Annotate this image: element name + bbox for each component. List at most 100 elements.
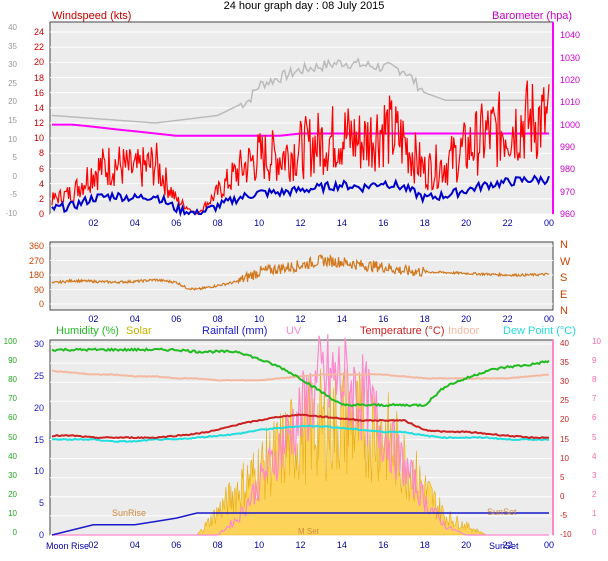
temp-x-tick: 04 <box>129 540 140 550</box>
humidity-tick: 40 <box>8 451 17 461</box>
compass-tick: N <box>560 305 568 317</box>
humidity-tick: 10 <box>8 508 17 518</box>
legend-2: Rainfall (mm) <box>202 325 268 337</box>
temperature-line <box>52 413 550 440</box>
compass-tick: W <box>560 255 571 268</box>
humidity-tick: 50 <box>8 432 17 442</box>
direction-x-tick: 18 <box>419 314 430 324</box>
temperature-history-tick: 40 <box>8 23 17 32</box>
temperature-history-tick: 25 <box>8 78 17 88</box>
windspeed-tick: 22 <box>33 42 44 53</box>
uv-tick: 7 <box>592 394 597 404</box>
temperature-tick: 0 <box>560 491 565 501</box>
temp-x-tick: 16 <box>378 540 389 550</box>
temp-x-tick: 02 <box>88 540 99 550</box>
legend-0: Humidity (%) <box>56 325 119 337</box>
barometer-tick: 1010 <box>560 97 581 108</box>
legend-1: Solar <box>126 325 152 337</box>
rainfall-tick: 0 <box>38 530 44 540</box>
wind-x-tick: 04 <box>129 218 140 228</box>
barometer-tick: 960 <box>560 209 576 219</box>
rainfall-tick: 15 <box>33 434 44 445</box>
windspeed-tick: 6 <box>38 163 44 174</box>
wind-x-tick: 02 <box>88 218 99 228</box>
wind-x-tick: 08 <box>212 218 223 228</box>
legend-3: UV <box>286 325 302 337</box>
rainfall-tick: 5 <box>38 498 44 509</box>
temperature-tick: 20 <box>560 415 569 425</box>
direction-x-tick: 20 <box>461 314 472 324</box>
barometer-tick: 1040 <box>560 30 581 41</box>
humidity-tick: 60 <box>8 413 17 423</box>
barometer-tick: 980 <box>560 164 576 175</box>
temperature-tick: 10 <box>560 453 569 463</box>
temperature-history-tick: 10 <box>8 134 17 144</box>
direction-x-tick: 10 <box>254 314 265 324</box>
temperature-history-tick: 5 <box>12 153 17 163</box>
direction-tick: 360 <box>28 241 44 251</box>
legend-5: Indoor <box>448 325 480 337</box>
uv-tick: 0 <box>592 528 597 537</box>
legend-6: Dew Point (°C) <box>503 325 576 337</box>
windspeed-tick: 8 <box>38 148 44 159</box>
temperature-tick: 15 <box>560 434 569 444</box>
temp-x-tick: 08 <box>212 540 223 550</box>
direction-x-tick: 14 <box>336 314 347 324</box>
temperature-tick: 25 <box>560 396 569 406</box>
windspeed-tick: 18 <box>33 72 44 83</box>
windspeed-line <box>51 80 550 215</box>
temp-x-tick: 14 <box>336 540 347 550</box>
barometer-tick: 1030 <box>560 52 581 63</box>
uv-tick: 5 <box>592 432 597 442</box>
windspeed-tick: 16 <box>33 87 44 98</box>
temperature-history-tick: 15 <box>8 116 17 125</box>
temperature-tick: -5 <box>560 510 568 520</box>
uv-tick: 1 <box>592 508 597 518</box>
wind-x-tick: 00 <box>543 218 554 228</box>
wind-x-tick: 14 <box>336 218 347 228</box>
windspeed-tick: 2 <box>38 193 44 204</box>
temp-x-tick: 22 <box>502 540 513 550</box>
temp-x-tick: 20 <box>461 540 472 550</box>
uv-tick: 6 <box>592 413 597 423</box>
rainfall-tick: 30 <box>33 339 44 349</box>
sunset-label: SunSet <box>487 507 517 517</box>
wind-x-tick: 06 <box>171 218 182 228</box>
windspeed-tick: 24 <box>33 27 44 37</box>
temperature-tick: -10 <box>560 530 572 539</box>
direction-x-tick: 00 <box>543 314 554 324</box>
moonset-label: M Set <box>298 527 319 536</box>
temperature-tick: 40 <box>560 339 569 348</box>
direction-x-tick: 06 <box>171 314 182 324</box>
uv-line <box>52 333 549 536</box>
humidity-tick: 30 <box>8 470 17 480</box>
uv-tick: 10 <box>592 337 601 346</box>
direction-tick: 180 <box>28 270 44 280</box>
rainfall-tick: 10 <box>33 466 44 477</box>
humidity-tick: 80 <box>8 375 17 385</box>
graph-title: 24 hour graph day : 08 July 2015 <box>223 0 385 12</box>
direction-x-tick: 02 <box>88 314 99 324</box>
uv-tick: 3 <box>592 470 597 480</box>
windspeed-tick: 4 <box>38 178 44 189</box>
windspeed-tick: 12 <box>33 118 44 128</box>
compass-tick: E <box>560 288 568 301</box>
direction-x-tick: 22 <box>502 314 513 324</box>
sunset-axis-label: SunSet <box>489 541 519 551</box>
humidity-tick: 100 <box>3 337 17 346</box>
windspeed-tick: 14 <box>33 102 44 113</box>
direction-tick: 0 <box>38 299 44 309</box>
temp-x-tick: 12 <box>295 540 306 550</box>
moonrise-label: Moon Rise <box>46 541 90 551</box>
wind-x-tick: 22 <box>502 218 513 228</box>
temperature-history-tick: -5 <box>9 190 17 200</box>
uv-tick: 4 <box>592 451 597 461</box>
wind-x-tick: 16 <box>378 218 389 228</box>
uv-tick: 8 <box>592 375 597 385</box>
wind-average-line <box>51 174 550 218</box>
temp-x-tick: 00 <box>543 540 554 550</box>
direction-x-tick: 12 <box>295 314 306 324</box>
wind-x-tick: 20 <box>461 218 472 228</box>
